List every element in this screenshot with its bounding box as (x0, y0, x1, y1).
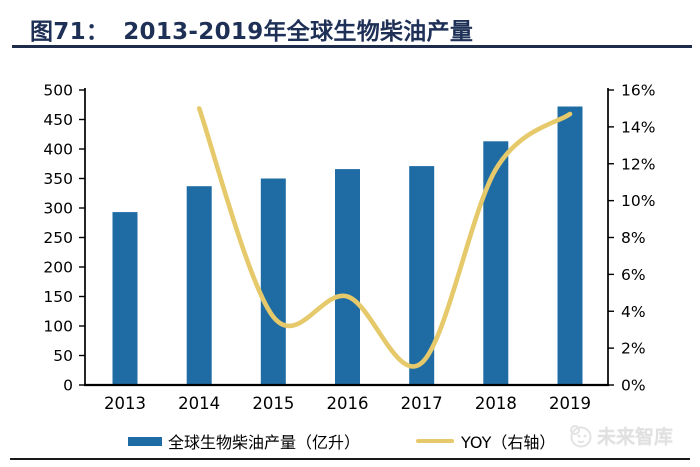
right-axis-tick-label: 16% (621, 82, 655, 100)
left-axis-tick-label: 350 (43, 170, 73, 188)
left-axis-tick-label: 100 (43, 318, 73, 336)
brand-logo-icon (570, 424, 592, 447)
x-axis-label-2016: 2016 (327, 394, 369, 413)
bar-2018 (483, 141, 509, 385)
figure-number-label: 图71： (30, 19, 110, 45)
x-axis-label-2013: 2013 (104, 394, 146, 413)
bar-2013 (112, 212, 138, 385)
yoy-line (196, 106, 573, 369)
legend-item-yoy: YOY（右轴） (416, 431, 556, 452)
figure-title-row: 图71： 2013-2019年全球生物柴油产量 (30, 12, 473, 46)
legend-label-production: 全球生物柴油产量（亿升） (168, 433, 361, 452)
legend-item-production: 全球生物柴油产量（亿升） (128, 431, 361, 452)
left-axis-tick-label: 400 (43, 141, 73, 159)
x-axis-label-2017: 2017 (401, 394, 443, 413)
right-axis-tick-label: 12% (621, 155, 655, 173)
right-axis-tick-label: 8% (621, 229, 646, 247)
x-axis-label-2015: 2015 (252, 394, 294, 413)
bar-2019 (557, 106, 583, 385)
bar-2016 (335, 169, 360, 385)
bar-legend-swatch-icon (128, 436, 162, 446)
right-axis-tick-label: 4% (621, 303, 646, 321)
brand-name: 未来智库 (597, 426, 674, 448)
watermark: 未来智库 (568, 422, 673, 449)
x-axis-label-2018: 2018 (475, 394, 517, 413)
left-axis-tick-label: 450 (43, 111, 73, 129)
left-axis-tick-label: 500 (43, 82, 73, 100)
x-axis-label-2019: 2019 (549, 394, 591, 413)
left-axis-tick-label: 200 (43, 259, 73, 277)
left-axis-tick-label: 50 (53, 347, 73, 365)
bottom-divider (10, 458, 690, 460)
x-axis-label-2014: 2014 (178, 394, 220, 413)
left-axis-tick-label: 0 (63, 377, 73, 395)
left-axis-tick-label: 300 (43, 200, 73, 218)
line-legend-swatch-icon (416, 439, 454, 443)
legend-label-yoy: YOY（右轴） (461, 433, 556, 452)
left-axis-tick-label: 250 (43, 229, 73, 247)
right-axis-tick-label: 0% (621, 377, 646, 395)
title-divider (12, 45, 692, 48)
right-axis-tick-label: 6% (621, 266, 646, 284)
left-axis-tick-label: 150 (43, 288, 73, 306)
right-axis-tick-label: 2% (621, 340, 646, 358)
right-axis-tick-label: 10% (621, 192, 655, 210)
bar-2015 (260, 178, 286, 385)
page-title: 2013-2019年全球生物柴油产量 (123, 19, 474, 45)
bar-2014 (186, 186, 212, 385)
right-axis-tick-label: 14% (621, 118, 655, 136)
